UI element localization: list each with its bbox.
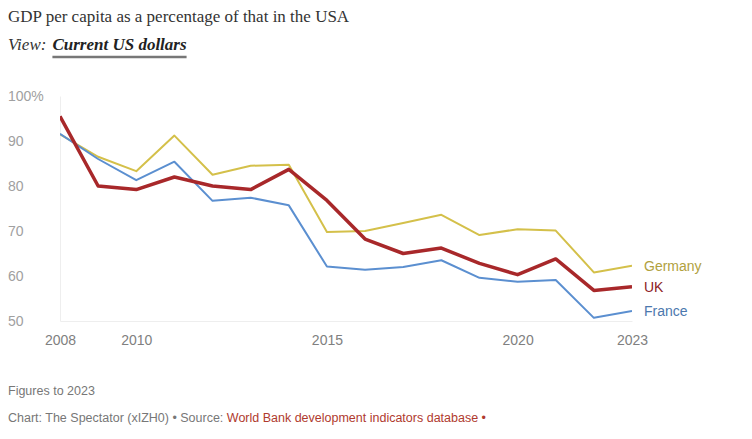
- x-tick-label: 2023: [617, 332, 648, 348]
- series-labels: Germany France UK: [644, 258, 702, 319]
- y-tick: 90: [8, 133, 60, 149]
- y-tick-label: 100%: [8, 88, 44, 104]
- series-line: [60, 134, 632, 318]
- y-tick-label: 80: [8, 178, 24, 194]
- series-line: [60, 116, 632, 290]
- y-tick-label: 50: [8, 313, 24, 329]
- y-tick: 60: [8, 268, 60, 284]
- y-tick: 80: [8, 178, 60, 194]
- note: Figures to 2023: [8, 384, 95, 398]
- subtitle-label: View:: [8, 35, 46, 54]
- series-line: [60, 134, 632, 272]
- y-tick-label: 70: [8, 223, 24, 239]
- series-label: UK: [644, 279, 664, 295]
- y-tick-label: 90: [8, 133, 24, 149]
- series-label: Germany: [644, 258, 702, 274]
- x-tick: 2015: [312, 321, 343, 348]
- y-tick-label: 60: [8, 268, 24, 284]
- x-tick-label: 2010: [121, 332, 152, 348]
- x-tick-label: 2015: [312, 332, 343, 348]
- plot: 50 60 70 80 90 100% 2008 2010 2015 2020 2023 German…: [8, 88, 702, 348]
- title: GDP per capita as a percentage of that i…: [8, 7, 350, 26]
- source: World Bank development indicators databa…: [227, 411, 486, 425]
- series-label: France: [644, 303, 688, 319]
- x-tick: 2020: [503, 321, 534, 348]
- x-axis-line: [61, 321, 633, 322]
- chart: GDP per capita as a percentage of that i…: [0, 0, 752, 439]
- x-tick-label: 2008: [45, 332, 76, 348]
- x-tick: 2008: [45, 321, 76, 348]
- subtitle: Current US dollars: [52, 35, 187, 54]
- x-tick-label: 2020: [503, 332, 534, 348]
- subtitle-underline: [52, 56, 186, 59]
- y-tick: 100%: [8, 88, 60, 104]
- y-axis: 50 60 70 80 90 100%: [8, 88, 61, 329]
- credit: Chart: The Spectator (xIZH0) • Source:: [8, 411, 227, 425]
- y-axis-line: [60, 97, 61, 322]
- x-tick: 2010: [121, 321, 152, 348]
- x-tick: 2023: [617, 321, 648, 348]
- y-tick: 70: [8, 223, 60, 239]
- y-tick: 50: [8, 313, 60, 329]
- lines: [60, 116, 632, 318]
- x-axis: 2008 2010 2015 2020 2023: [45, 321, 648, 348]
